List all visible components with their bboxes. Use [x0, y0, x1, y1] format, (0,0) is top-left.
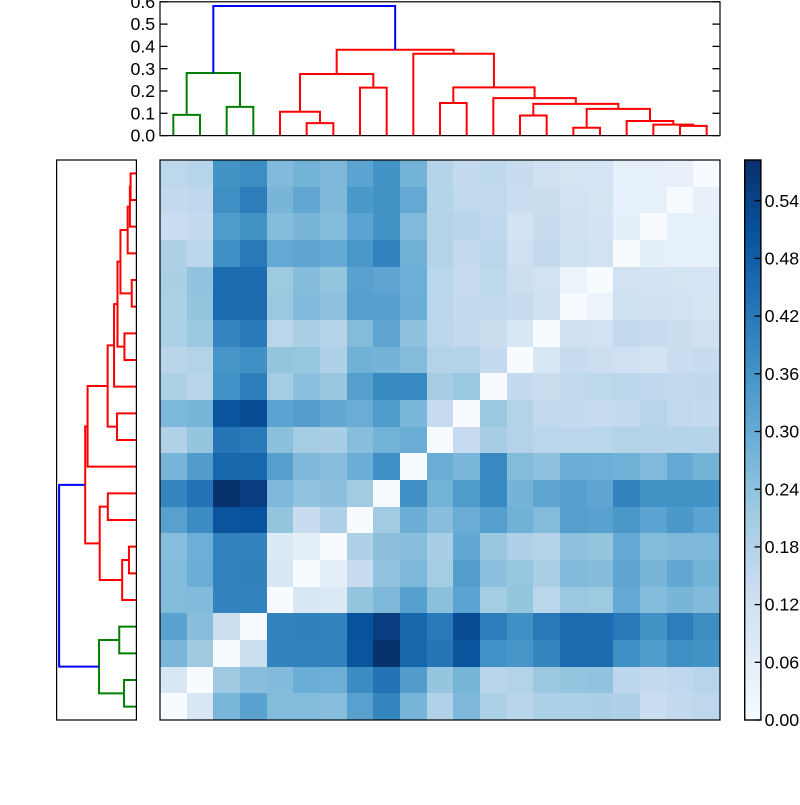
svg-text:0.2: 0.2 [130, 81, 155, 101]
svg-text:0.5: 0.5 [130, 14, 155, 34]
svg-text:0.1: 0.1 [130, 103, 155, 123]
svg-text:0.0: 0.0 [130, 126, 155, 146]
svg-text:0.30: 0.30 [765, 422, 800, 442]
svg-text:0.4: 0.4 [130, 37, 155, 57]
svg-text:0.36: 0.36 [765, 364, 800, 384]
svg-text:0.12: 0.12 [765, 595, 800, 615]
svg-text:0.24: 0.24 [765, 479, 800, 499]
svg-text:0.42: 0.42 [765, 306, 800, 326]
svg-text:0.3: 0.3 [130, 59, 155, 79]
svg-text:0.18: 0.18 [765, 537, 800, 557]
svg-text:0.54: 0.54 [765, 191, 800, 211]
svg-text:0.06: 0.06 [765, 652, 800, 672]
svg-text:0.00: 0.00 [765, 710, 800, 730]
svg-text:0.48: 0.48 [765, 248, 800, 268]
svg-text:0.6: 0.6 [130, 0, 155, 12]
